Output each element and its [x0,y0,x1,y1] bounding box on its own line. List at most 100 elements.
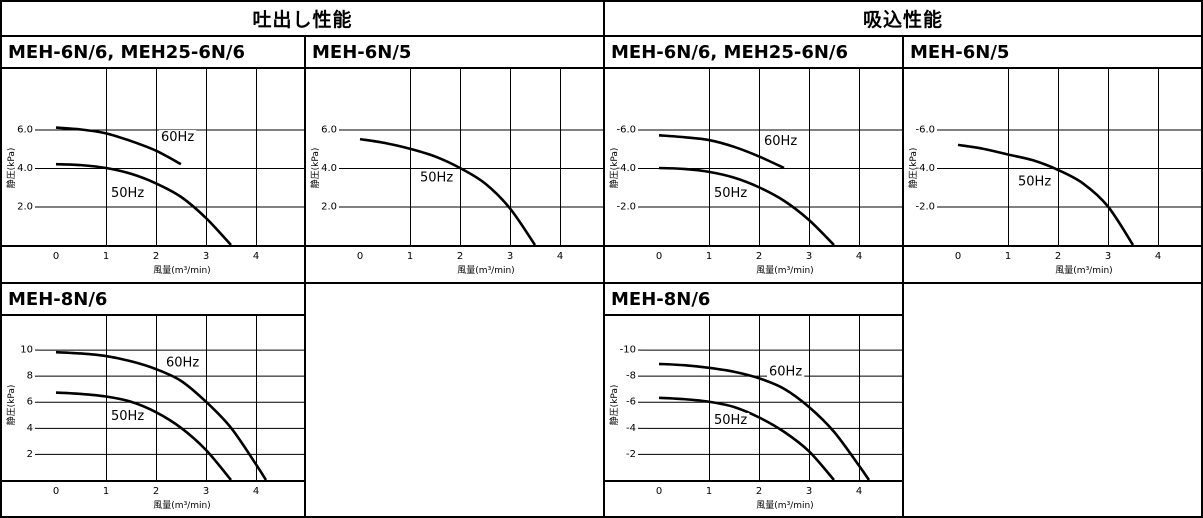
x-tick-label: 4 [856,486,862,497]
x-tick-label: 3 [507,251,513,262]
chart-d3: 2 4 6 8 10 0 1 2 3 4 風量(m³/min) 静圧(kPa) 60Hz 50Hz [2,316,304,511]
series-label: 50Hz [111,409,144,424]
y-tick-label: -2.0 [915,202,935,213]
series-label-bg [164,355,202,371]
series-label-bg [109,185,147,201]
y-axis-label: 静圧(kPa) [907,148,919,189]
series-label: 60Hz [769,365,802,380]
x-tick-label: 0 [656,251,662,262]
chart-title: MEH-8N/6 [605,284,902,316]
chart-title: MEH-6N/6, MEH25-6N/6 [2,37,304,69]
series-line-50Hz [658,166,835,246]
chart-panel-s1: MEH-6N/6, MEH25-6N/6 -2.0 -4.0 -6.0 0 1 2 3 4 風量… [603,35,904,284]
x-tick-label: 0 [955,251,961,262]
x-tick-label: 0 [656,486,662,497]
suction-header: 吸込性能 [603,0,1203,37]
y-axis-label: 静圧(kPa) [5,148,17,189]
y-tick-label: 2 [27,449,33,460]
series-line-50Hz [658,396,835,481]
y-tick-label: 6.0 [17,125,33,136]
y-tick-label: -4.0 [616,163,636,174]
series-label-bg [109,409,147,424]
x-tick-label: 1 [103,486,109,497]
chart-panel-s2: MEH-6N/5 -2.0 -4.0 -6.0 0 1 2 3 4 風量(m³/min) 静圧(k… [902,35,1203,284]
x-tick-label: 2 [457,251,463,262]
series-line-50Hz [957,143,1135,246]
x-tick-label: 3 [203,486,209,497]
chart-panel-d3: MEH-8N/6 2 4 6 8 10 0 1 2 3 4 風量(m³/min) 静圧(kPa) 60H… [0,282,306,518]
y-tick-label: -6.0 [616,125,636,136]
series-line-50Hz [55,162,232,246]
series-label: 50Hz [1018,174,1051,189]
empty-cell [304,282,605,518]
y-tick-label: 2.0 [17,202,33,213]
series-label-bg [418,170,456,186]
x-tick-label: 1 [407,251,413,262]
series-label-bg [712,412,750,428]
x-tick-label: 0 [53,251,59,262]
grid [38,69,304,245]
y-tick-label: -4.0 [915,163,935,174]
grid [38,316,304,480]
x-tick-label: 3 [806,251,812,262]
y-tick-label: -10 [620,345,636,356]
x-axis-label: 風量(m³/min) [756,265,813,276]
x-tick-label: 4 [856,251,862,262]
empty-cell [902,282,1203,518]
y-tick-label: 6 [27,397,33,408]
y-tick-label: 2.0 [321,202,337,213]
series-line-60Hz [658,133,785,170]
chart-s1: -2.0 -4.0 -6.0 0 1 2 3 4 風量(m³/min) 静圧(kPa) 60Hz 50… [605,69,902,276]
x-tick-label: 2 [756,486,762,497]
y-tick-label: -4 [626,423,636,434]
x-tick-label: 4 [253,486,259,497]
x-tick-label: 2 [756,251,762,262]
y-tick-label: 4 [27,423,33,434]
x-tick-label: 4 [1155,251,1161,262]
series-label-bg [1016,174,1054,190]
x-tick-label: 1 [706,486,712,497]
x-tick-label: 3 [806,486,812,497]
y-axis-label: 静圧(kPa) [608,385,620,426]
x-axis-label: 風量(m³/min) [1055,265,1112,276]
series-label-bg [767,364,805,380]
x-tick-label: 4 [557,251,563,262]
series-label: 60Hz [166,356,199,371]
series-label-bg [712,185,750,201]
x-tick-label: 2 [1055,251,1061,262]
chart-title: MEH-6N/5 [306,37,603,69]
x-axis-label: 風量(m³/min) [153,500,210,511]
series-line-60Hz [658,362,871,481]
x-tick-label: 4 [253,251,259,262]
chart-title: MEH-8N/6 [2,284,304,316]
grid [641,69,902,245]
series-line-50Hz [359,137,537,246]
x-tick-label: 1 [706,251,712,262]
y-axis-label: 静圧(kPa) [309,148,321,189]
series-label: 50Hz [420,170,453,185]
series-label: 50Hz [714,413,747,428]
x-tick-label: 3 [1105,251,1111,262]
y-tick-label: -6 [626,397,636,408]
y-tick-label: 6.0 [321,125,337,136]
grid [641,316,902,480]
series-label-bg [762,133,800,149]
chart-panel-d2: MEH-6N/5 2.0 4.0 6.0 0 1 2 3 4 風量(m³/min) 静圧(kPa)… [304,35,605,284]
x-tick-label: 0 [357,251,363,262]
y-tick-label: 4.0 [17,163,33,174]
y-axis-label: 静圧(kPa) [5,385,17,426]
grid [940,69,1201,245]
series-label: 60Hz [161,130,194,145]
x-tick-label: 3 [203,251,209,262]
y-tick-label: -2.0 [616,202,636,213]
y-axis-label: 静圧(kPa) [608,148,620,189]
y-tick-label: 8 [27,371,33,382]
series-line-50Hz [55,391,232,481]
y-tick-label: -2 [626,449,636,460]
discharge-header: 吐出し性能 [0,0,605,37]
chart-s3: -2 -4 -6 -8 -10 0 1 2 3 4 風量(m³/min) 静圧(kPa) 60Hz 50H… [605,316,902,511]
series-line-60Hz [55,126,182,166]
series-line-60Hz [55,350,268,481]
chart-panel-s3: MEH-8N/6 -2 -4 -6 -8 -10 0 1 2 3 4 風量(m³/min) 静圧(kP… [603,282,904,518]
